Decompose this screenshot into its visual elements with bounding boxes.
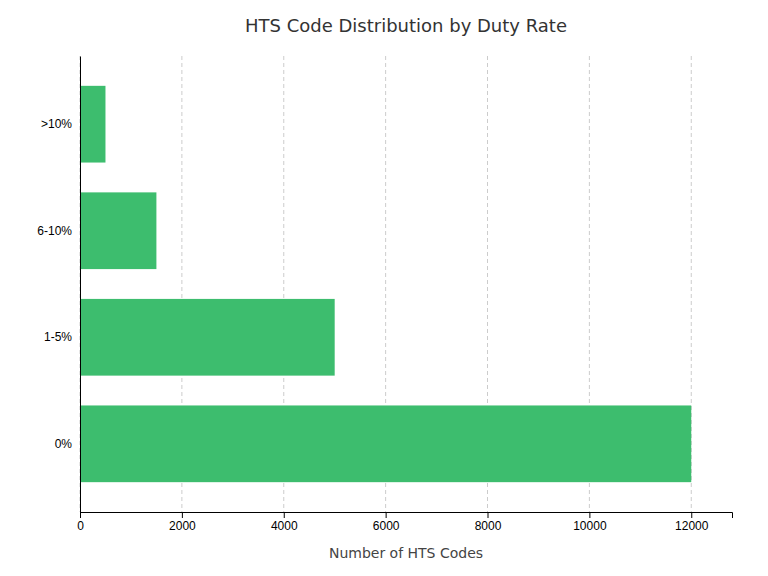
y-axis-line — [80, 57, 81, 513]
title: HTS Code Distribution by Duty Rate — [245, 15, 567, 36]
x-tick: 12000 — [675, 512, 709, 533]
y-tick-label: >10% — [41, 117, 72, 131]
x-tick-mark — [284, 512, 285, 518]
bar — [80, 299, 335, 376]
x-tick: 8000 — [475, 512, 502, 533]
y-tick: 1-5% — [44, 330, 80, 344]
x-tick-mark — [80, 512, 81, 518]
x-tick-mark — [589, 512, 590, 518]
x-tick-label: 12000 — [675, 519, 709, 533]
x-tick: 2000 — [169, 512, 196, 533]
x-tick-mark — [386, 512, 387, 518]
plot: 0 2000 4000 6000 8000 10000 12000 0% 1-5% 6-10% >1… — [37, 56, 732, 533]
y-tick: >10% — [41, 117, 80, 131]
y-tick-label: 0% — [55, 437, 73, 451]
x-tick-mark — [182, 512, 183, 518]
bar — [80, 86, 105, 163]
chart-svg: 0 2000 4000 6000 8000 10000 12000 0% 1-5% 6-10% >1… — [0, 0, 768, 576]
chart-container: 0 2000 4000 6000 8000 10000 12000 0% 1-5% 6-10% >1… — [0, 0, 768, 576]
grid — [80, 56, 691, 512]
x-tick-label: 2000 — [169, 519, 196, 533]
bar — [80, 405, 691, 482]
y-axis: 0% 1-5% 6-10% >10% — [37, 57, 80, 513]
x-axis: 0 2000 4000 6000 8000 10000 12000 — [77, 512, 732, 533]
x-tick: 0 — [77, 512, 84, 533]
grid-line — [80, 56, 81, 512]
x-tick: 4000 — [271, 512, 298, 533]
x-tick: 10000 — [573, 512, 607, 533]
x-axis-title: Number of HTS Codes — [329, 545, 483, 561]
x-tick-label: 0 — [77, 519, 84, 533]
x-tick: 6000 — [373, 512, 400, 533]
y-tick-label: 1-5% — [44, 330, 72, 344]
y-tick-label: 6-10% — [37, 224, 72, 238]
x-tick-label: 8000 — [475, 519, 502, 533]
x-axis-line — [81, 513, 733, 519]
x-tick-mark — [488, 512, 489, 518]
y-tick: 6-10% — [37, 224, 80, 238]
x-tick-label: 6000 — [373, 519, 400, 533]
x-tick-label: 10000 — [573, 519, 607, 533]
x-tick-mark — [691, 512, 692, 518]
y-tick: 0% — [55, 437, 80, 451]
bar — [80, 192, 156, 269]
bars — [80, 86, 691, 482]
x-tick-label: 4000 — [271, 519, 298, 533]
